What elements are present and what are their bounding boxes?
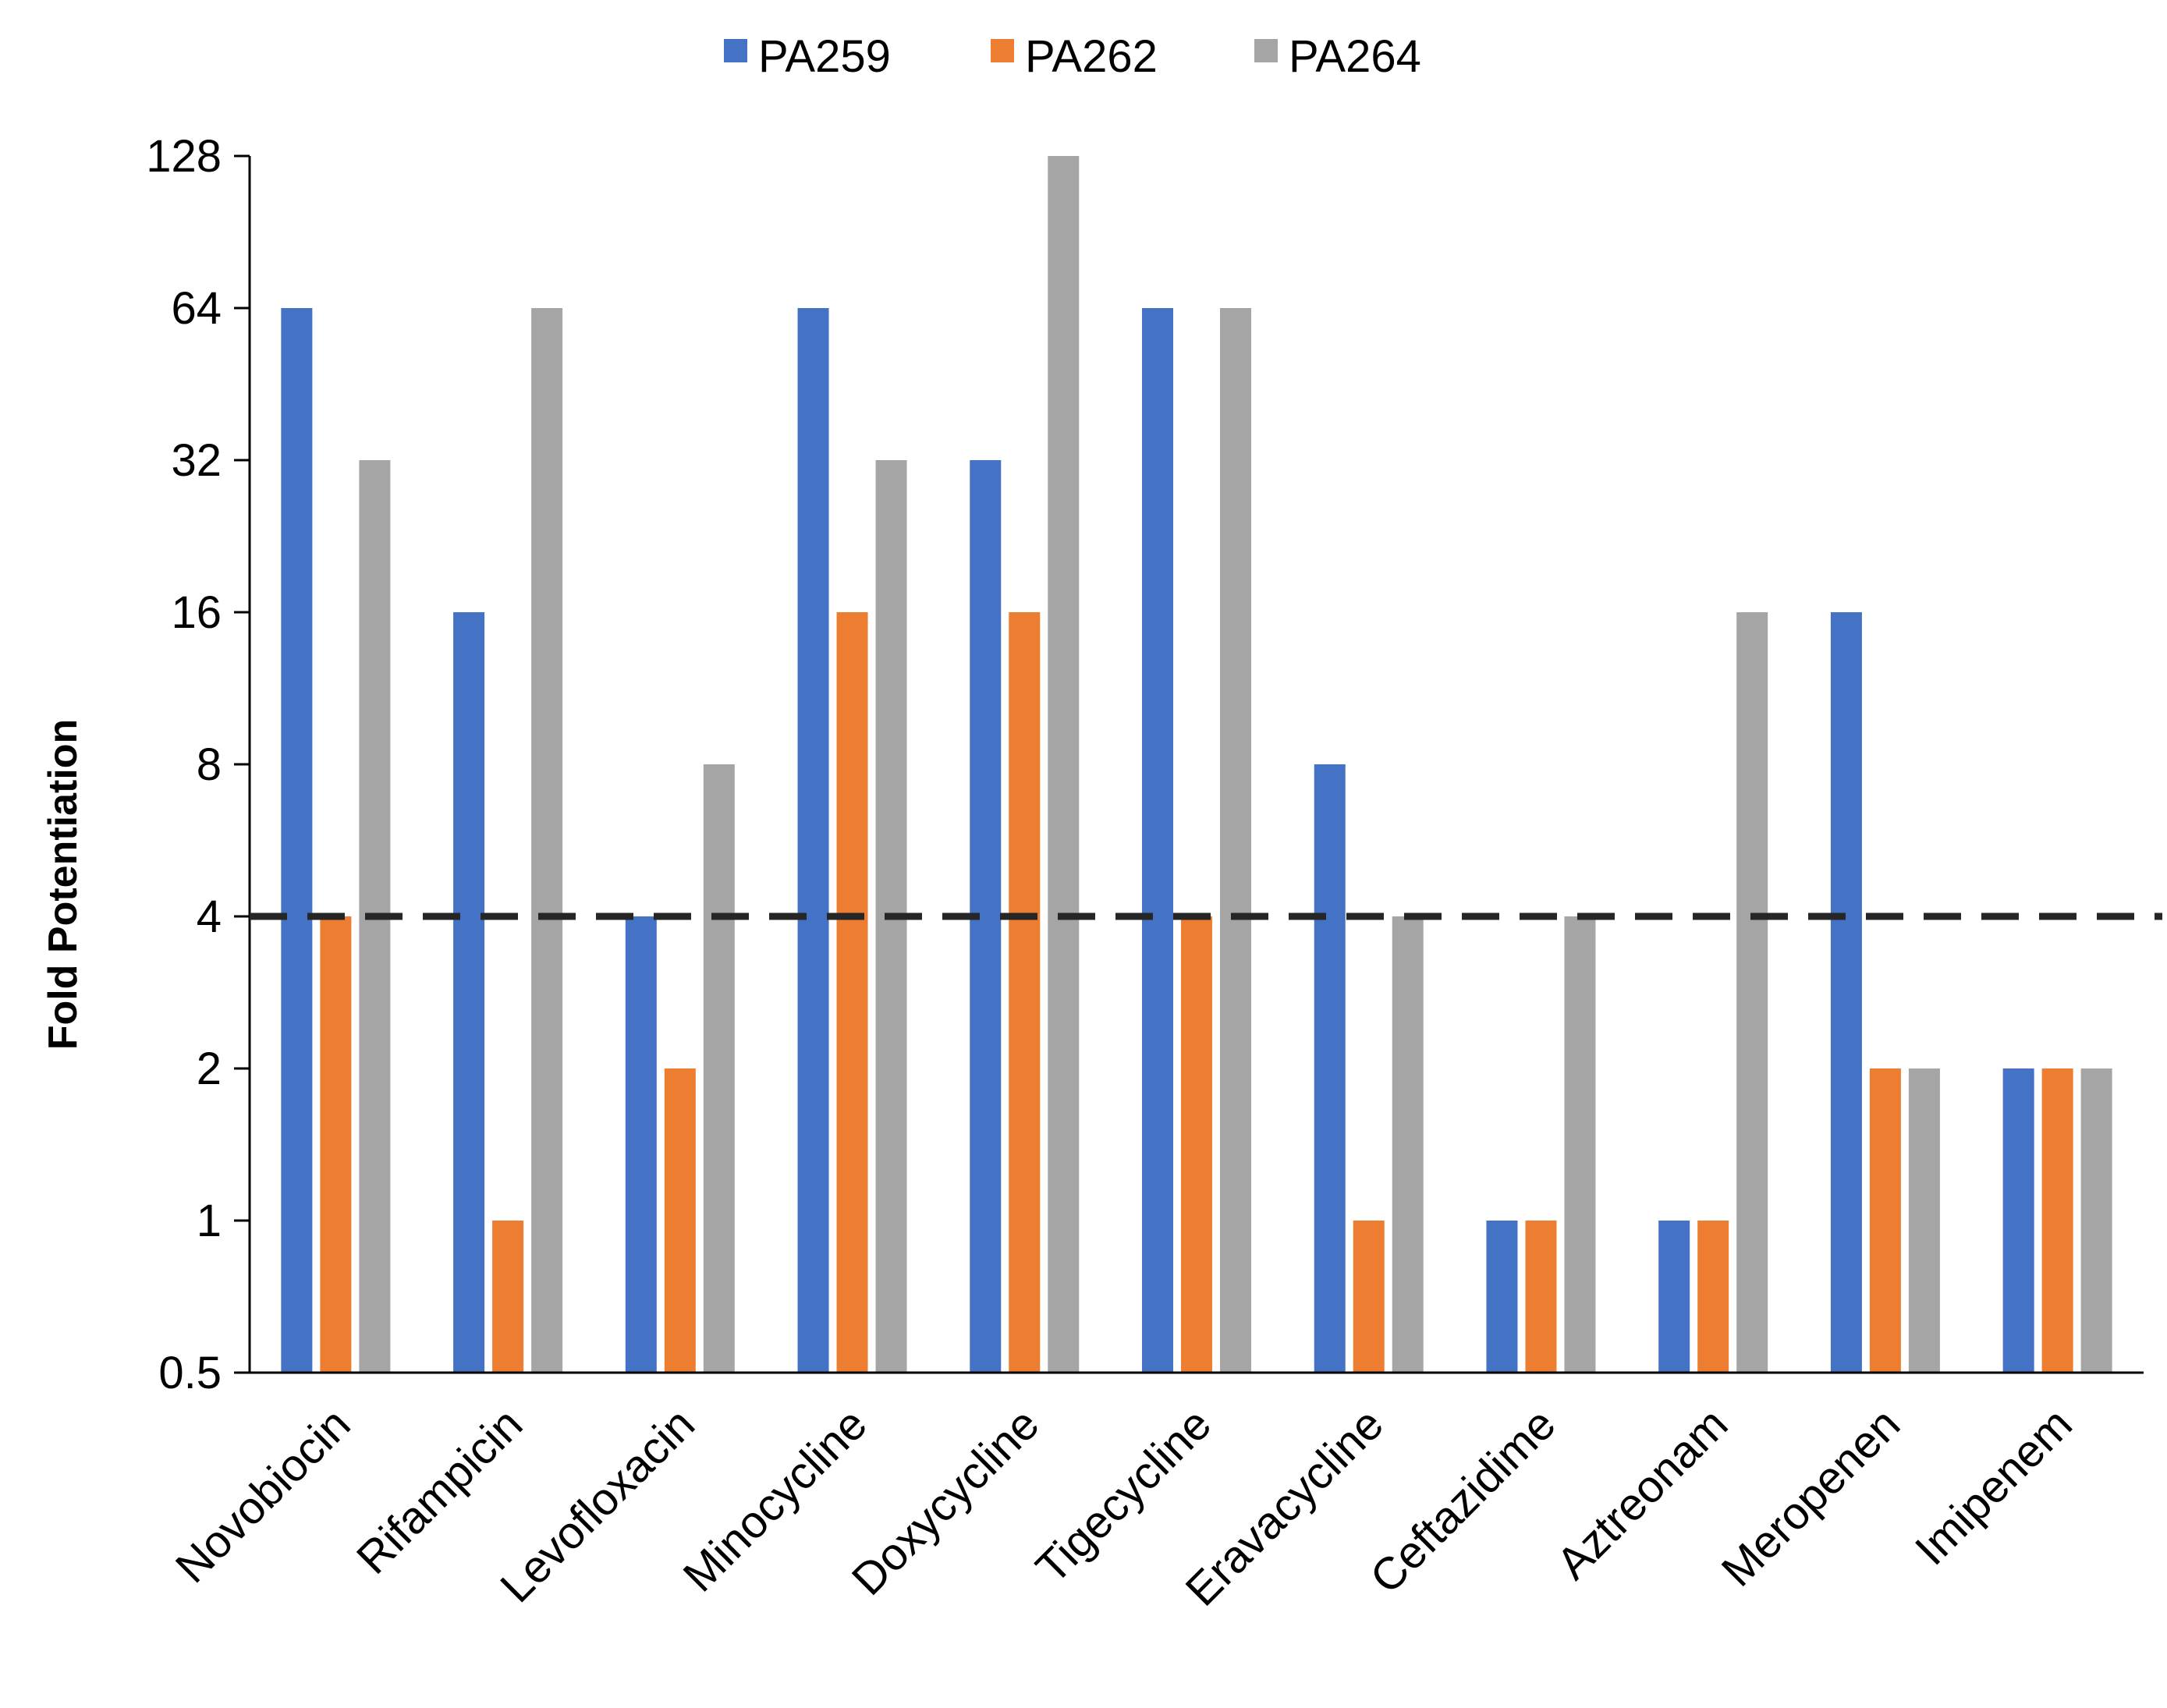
y-tick-label: 128 [146, 131, 222, 182]
bar-pa259-tigecycline [1142, 308, 1173, 1373]
bar-pa262-aztreonam [1697, 1221, 1729, 1373]
bar-pa262-meropenen [1869, 1068, 1901, 1373]
bar-pa259-aztreonam [1658, 1221, 1690, 1373]
y-tick-label: 32 [171, 435, 222, 486]
x-tick-label-novobiocin: Novobiocin [166, 1398, 360, 1593]
bar-pa262-minocycline [836, 612, 868, 1373]
y-axis-label: Fold Potentiation [41, 719, 86, 1051]
bar-pa262-eravacycline [1353, 1221, 1385, 1373]
y-tick-label: 0.5 [158, 1348, 222, 1398]
x-tick-label-imipenem: Imipenem [1906, 1398, 2082, 1575]
legend-swatch-pa264 [1254, 39, 1278, 62]
x-tick-label-aztreonam: Aztreonam [1547, 1398, 1737, 1589]
x-axis-labels: NovobiocinRifampicinLevofloxacinMinocycl… [166, 1398, 2082, 1615]
y-tick-label: 1 [197, 1196, 222, 1246]
bar-pa259-ceftazidime [1486, 1221, 1518, 1373]
bar-pa262-novobiocin [320, 916, 352, 1373]
y-tick-label: 64 [171, 283, 222, 334]
legend-label-pa264: PA264 [1289, 31, 1421, 82]
bar-pa259-levofloxacin [625, 916, 657, 1373]
y-tick-label: 4 [197, 891, 222, 942]
bar-pa264-tigecycline [1220, 308, 1251, 1373]
legend-label-pa262: PA262 [1025, 31, 1158, 82]
y-tick-label: 16 [171, 587, 222, 638]
bar-pa264-aztreonam [1736, 612, 1768, 1373]
bar-pa264-levofloxacin [703, 764, 735, 1373]
bar-pa262-rifampicin [492, 1221, 524, 1373]
legend: PA259 PA262 PA264 [724, 31, 1421, 82]
legend-label-pa259: PA259 [758, 31, 891, 82]
bar-pa264-imipenem [2080, 1068, 2112, 1373]
bar-pa259-eravacycline [1314, 764, 1346, 1373]
y-tick-label: 2 [197, 1044, 222, 1094]
legend-swatch-pa262 [991, 39, 1014, 62]
bar-pa264-ceftazidime [1564, 916, 1596, 1373]
x-tick-label-meropenen: Meropenen [1712, 1398, 1910, 1596]
bar-pa259-minocycline [797, 308, 829, 1373]
bar-pa262-levofloxacin [664, 1068, 696, 1373]
y-axis-ticks: 0.5 1 2 4 8 16 32 64 128 [146, 131, 250, 1398]
bar-pa264-rifampicin [531, 308, 563, 1373]
bar-pa262-ceftazidime [1525, 1221, 1557, 1373]
bar-pa264-doxycycline [1048, 156, 1080, 1373]
x-tick-label-ceftazidime: Ceftazidime [1360, 1398, 1566, 1603]
bar-pa262-tigecycline [1181, 916, 1212, 1373]
x-tick-label-doxycycline: Doxycycline [842, 1398, 1049, 1605]
bar-pa259-novobiocin [281, 308, 313, 1373]
bar-pa264-meropenen [1908, 1068, 1940, 1373]
legend-swatch-pa259 [724, 39, 747, 62]
bar-pa264-eravacycline [1392, 916, 1424, 1373]
x-tick-label-rifampicin: Rifampicin [347, 1398, 532, 1583]
bar-pa262-imipenem [2041, 1068, 2073, 1373]
bar-pa259-imipenem [2002, 1068, 2034, 1373]
bar-pa259-meropenen [1830, 612, 1862, 1373]
bars [281, 156, 2112, 1373]
bar-pa262-doxycycline [1009, 612, 1041, 1373]
bar-pa259-rifampicin [453, 612, 485, 1373]
y-tick-label: 8 [197, 739, 222, 790]
